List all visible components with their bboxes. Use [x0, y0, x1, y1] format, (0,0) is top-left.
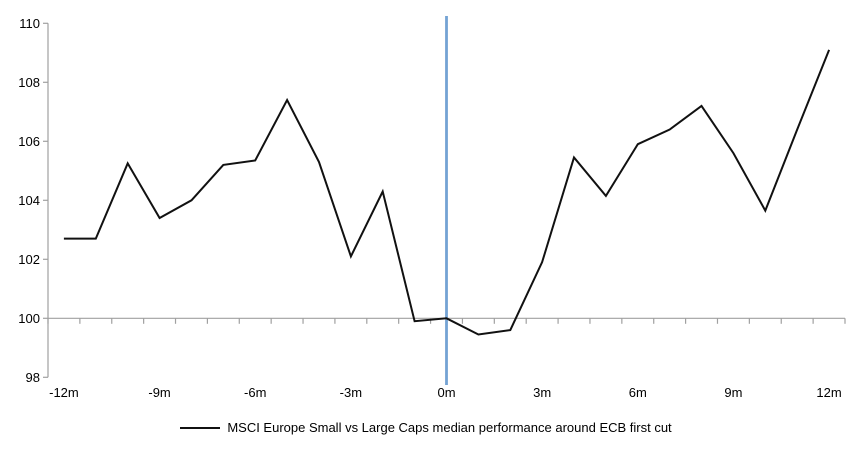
x-tick-label: -9m [148, 385, 170, 400]
chart-legend: MSCI Europe Small vs Large Caps median p… [0, 420, 852, 435]
series-line [63, 49, 831, 336]
x-tick-label: -6m [244, 385, 266, 400]
x-tick-label: 3m [533, 385, 551, 400]
legend-line-swatch [180, 426, 221, 429]
x-tick-label: 12m [816, 385, 841, 400]
x-tick-label: 6m [629, 385, 647, 400]
y-tick-label: 98 [26, 370, 40, 385]
y-tick-label: 100 [18, 311, 40, 326]
legend-label: MSCI Europe Small vs Large Caps median p… [227, 420, 672, 435]
x-tick-label: 9m [724, 385, 742, 400]
y-tick-label: 102 [18, 252, 40, 267]
y-tick-label: 104 [18, 193, 40, 208]
y-tick-label: 110 [19, 16, 40, 31]
x-tick-label: -3m [340, 385, 362, 400]
x-tick-label: -12m [49, 385, 79, 400]
x-tick-label: 0m [437, 385, 455, 400]
y-tick-label: 106 [18, 134, 40, 149]
y-tick-label: 108 [18, 75, 40, 90]
